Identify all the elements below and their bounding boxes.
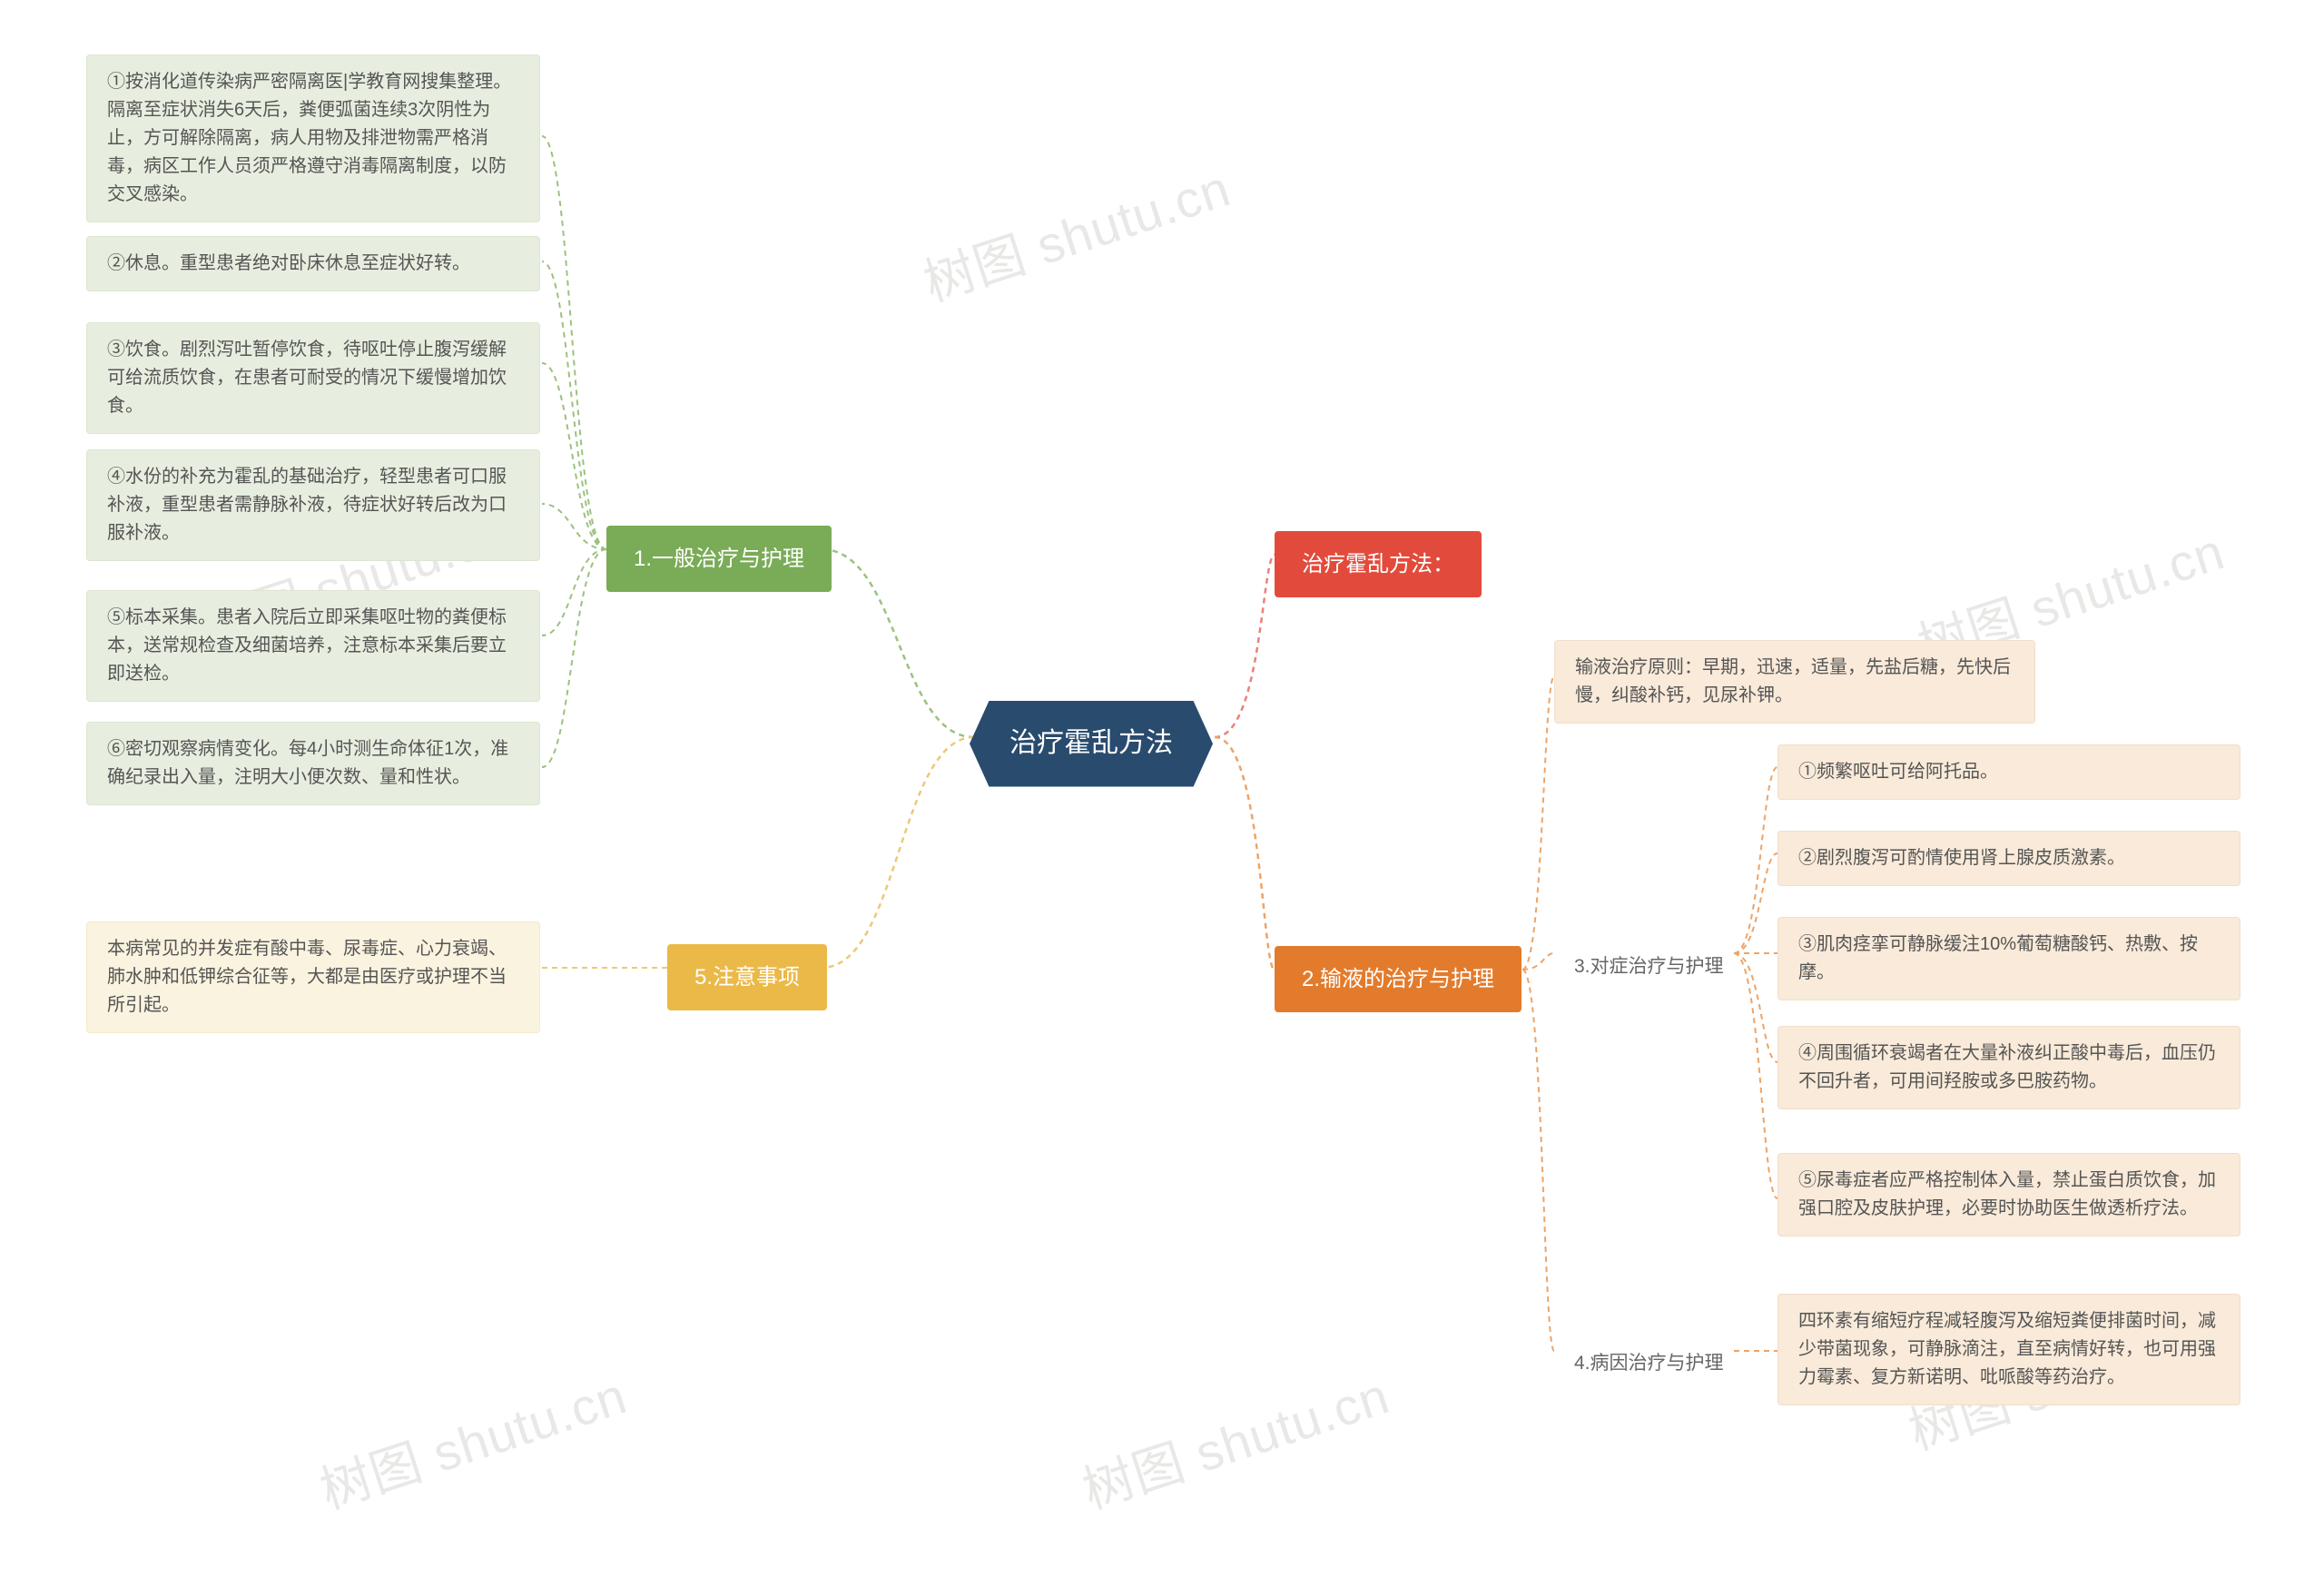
branch-general: 1.一般治疗与护理 <box>606 526 832 592</box>
branch-infusion: 2.输液的治疗与护理 <box>1275 946 1521 1012</box>
symptom-item-1: ②剧烈腹泻可酌情使用肾上腺皮质激素。 <box>1777 831 2240 886</box>
symptom-item-3: ④周围循环衰竭者在大量补液纠正酸中毒后，血压仍不回升者，可用间羟胺或多巴胺药物。 <box>1777 1026 2240 1109</box>
general-item-3: ④水份的补充为霍乱的基础治疗，轻型患者可口服补液，重型患者需静脉补液，待症状好转… <box>86 449 540 561</box>
symptom-label: 3.对症治疗与护理 <box>1554 940 1744 995</box>
symptom-item-2: ③肌肉痉挛可静脉缓注10%葡萄糖酸钙、热敷、按摩。 <box>1777 917 2240 1000</box>
symptom-item-4: ⑤尿毒症者应严格控制体入量，禁止蛋白质饮食，加强口腔及皮肤护理，必要时协助医生做… <box>1777 1153 2240 1236</box>
watermark: 树图 shutu.cn <box>1072 1355 1397 1523</box>
cause-text: 四环素有缩短疗程减轻腹泻及缩短粪便排菌时间，减少带菌现象，可静脉滴注，直至病情好… <box>1777 1294 2240 1405</box>
branch-top-right: 治疗霍乱方法： <box>1275 531 1482 597</box>
general-item-1: ②休息。重型患者绝对卧床休息至症状好转。 <box>86 236 540 291</box>
general-item-4: ⑤标本采集。患者入院后立即采集呕吐物的粪便标本，送常规检查及细菌培养，注意标本采… <box>86 590 540 702</box>
general-item-0: ①按消化道传染病严密隔离医|学教育网搜集整理。隔离至症状消失6天后，粪便弧菌连续… <box>86 54 540 222</box>
watermark: 树图 shutu.cn <box>913 148 1238 316</box>
branch-notice: 5.注意事项 <box>667 944 827 1010</box>
infusion-principle: 输液治疗原则：早期，迅速，适量，先盐后糖，先快后慢，纠酸补钙，见尿补钾。 <box>1554 640 2035 724</box>
symptom-item-0: ①频繁呕吐可给阿托品。 <box>1777 744 2240 800</box>
general-item-2: ③饮食。剧烈泻吐暂停饮食，待呕吐停止腹泻缓解可给流质饮食，在患者可耐受的情况下缓… <box>86 322 540 434</box>
cause-label: 4.病因治疗与护理 <box>1554 1336 1744 1392</box>
notice-item-0: 本病常见的并发症有酸中毒、尿毒症、心力衰竭、肺水肿和低钾综合征等，大都是由医疗或… <box>86 921 540 1033</box>
center-node: 治疗霍乱方法 <box>970 701 1213 787</box>
watermark: 树图 shutu.cn <box>310 1355 635 1523</box>
general-item-5: ⑥密切观察病情变化。每4小时测生命体征1次，准确纪录出入量，注明大小便次数、量和… <box>86 722 540 805</box>
